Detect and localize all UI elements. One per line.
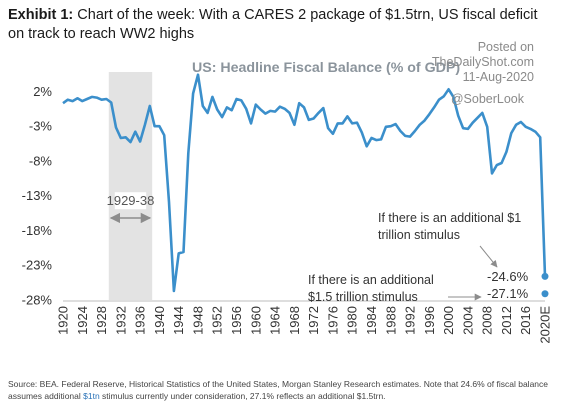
x-tick-label: 1976	[325, 306, 340, 335]
x-tick-label: 1984	[364, 306, 379, 335]
x-tick-label: 1920	[56, 306, 71, 335]
y-tick-label: -3%	[29, 119, 53, 134]
y-tick-label: -28%	[22, 293, 53, 308]
chart-title: US: Headline Fiscal Balance (% of GDP)	[192, 60, 461, 76]
x-tick-label: 2016	[518, 306, 533, 335]
watermark-handle: @SoberLook	[450, 92, 524, 106]
source-highlight: $1tn	[83, 391, 100, 401]
exhibit-text: Chart of the week: With a CARES 2 packag…	[8, 7, 538, 42]
x-tick-label: 2000	[441, 306, 456, 335]
x-tick-label: 1972	[306, 306, 321, 335]
exhibit-label: Exhibit 1:	[8, 7, 74, 23]
estimate-point	[541, 272, 549, 280]
annotation-2-line2: $1.5 trillion stimulus	[308, 290, 418, 304]
x-tick-label: 1928	[94, 306, 109, 335]
x-tick-label: 1992	[403, 306, 418, 335]
x-tick-label: 2004	[460, 306, 475, 335]
y-tick-label: 2%	[33, 84, 52, 99]
x-tick-label: 1952	[210, 306, 225, 335]
x-tick-label: 1988	[383, 306, 398, 335]
source-text-before: Source: BEA. Federal Reserve, Historical…	[8, 379, 549, 401]
x-tick-label: 1960	[248, 306, 263, 335]
x-tick-label: 1932	[113, 306, 128, 335]
annotation-1-arrow	[479, 245, 498, 268]
x-tick-label: 2020E	[538, 306, 553, 344]
annotation-2-line1: If there is an additional	[308, 273, 434, 287]
x-tick-label: 1964	[268, 306, 283, 335]
source-text-after: stimulus currently under consideration, …	[99, 391, 386, 401]
x-tick-label: 1948	[190, 306, 205, 335]
annotation-1-line2: trillion stimulus	[378, 228, 460, 242]
x-tick-label: 1924	[75, 306, 90, 335]
y-tick-label: -18%	[22, 223, 53, 238]
x-tick-label: 1996	[422, 306, 437, 335]
estimate-point	[541, 290, 549, 298]
annotation-1-line1: If there is an additional $1	[378, 211, 521, 225]
y-tick-label: -8%	[29, 153, 53, 168]
watermark-date: 11-Aug-2020	[462, 70, 534, 84]
x-tick-label: 1956	[229, 306, 244, 335]
shaded-period-1929-38	[108, 72, 153, 300]
x-tick-label: 1936	[133, 306, 148, 335]
x-tick-label: 2008	[480, 306, 495, 335]
shaded-period-label-bg	[114, 192, 147, 210]
source-note: Source: BEA. Federal Reserve, Historical…	[8, 378, 556, 402]
watermark-posted-on: Posted on	[477, 40, 534, 54]
fiscal-balance-line	[62, 73, 547, 293]
x-tick-label: 1980	[345, 306, 360, 335]
watermark-site: TheDailyShot.com	[431, 55, 534, 69]
point-label-1: -24.6%	[487, 269, 529, 284]
point-label-2: -27.1%	[487, 286, 529, 301]
y-tick-label: -23%	[22, 258, 53, 273]
x-tick-label: 1944	[171, 306, 186, 335]
x-tick-label: 2012	[499, 306, 514, 335]
x-tick-label: 1968	[287, 306, 302, 335]
exhibit-caption: Exhibit 1: Chart of the week: With a CAR…	[8, 6, 556, 44]
x-tick-label: 1940	[152, 306, 167, 335]
y-tick-label: -13%	[22, 188, 53, 203]
shaded-period-label: 1929-38	[107, 193, 155, 208]
